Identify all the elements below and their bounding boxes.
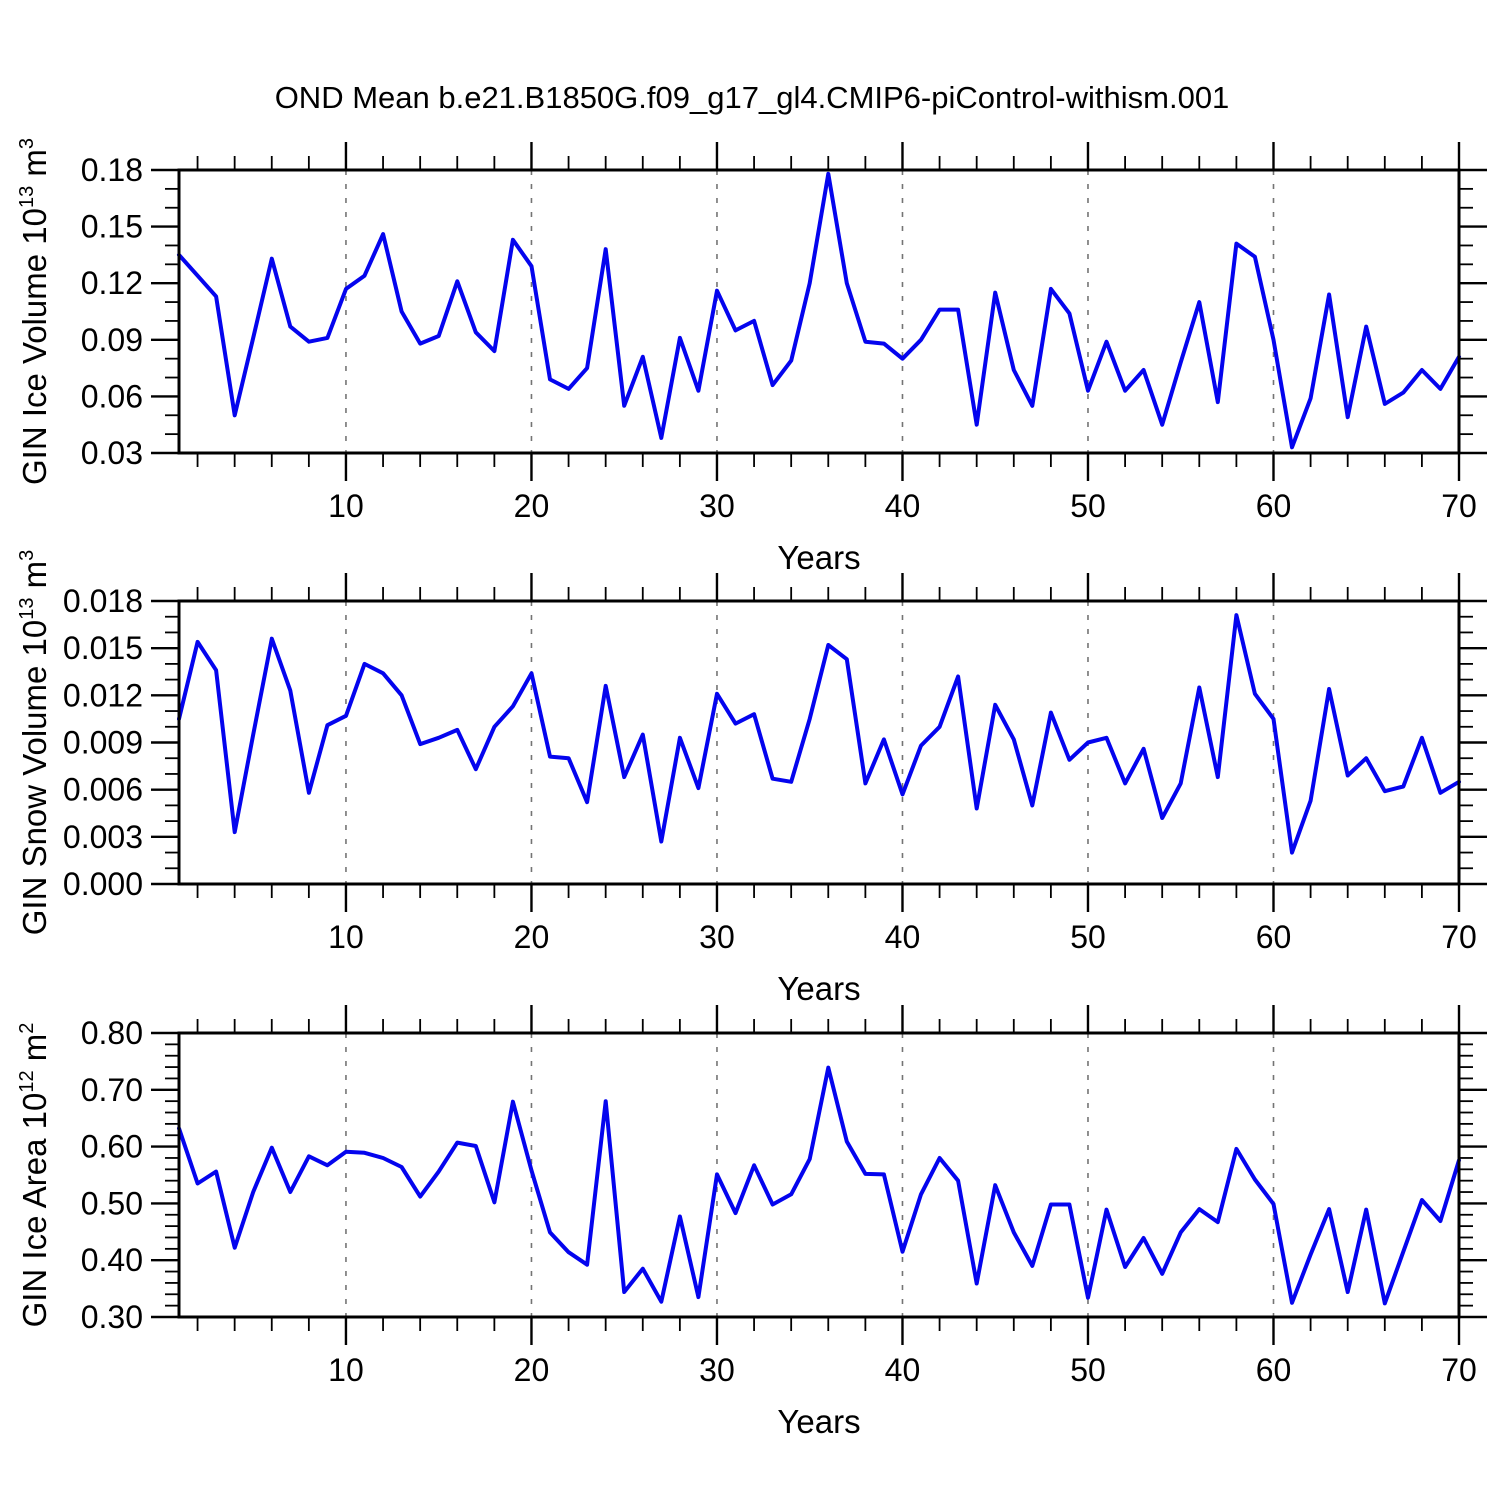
x-tick-label: 40 [885, 919, 921, 955]
x-tick-label: 10 [328, 919, 364, 955]
x-tick-label: 30 [699, 488, 735, 524]
x-tick-label: 30 [699, 1352, 735, 1388]
x-tick-label: 60 [1256, 1352, 1292, 1388]
x-tick-label: 10 [328, 1352, 364, 1388]
x-ticks [196, 573, 1461, 912]
y-tick-label: 0.15 [81, 209, 143, 245]
panel-gin-ice-area: 0.30 0.40 0.50 0.60 0.70 0.80 10 20 30 40 50 60 70 Ye… [16, 1005, 1487, 1440]
x-tick-label: 50 [1070, 488, 1106, 524]
x-tick-label: 50 [1070, 1352, 1106, 1388]
y-tick-label: 0.09 [81, 322, 143, 358]
x-ticks [196, 1005, 1461, 1345]
chart-title: OND Mean b.e21.B1850G.f09_g17_gl4.CMIP6-… [275, 80, 1230, 115]
plot-frame [177, 599, 1461, 886]
y-ticks [151, 168, 1487, 455]
y-tick-label: 0.06 [81, 378, 143, 414]
y-tick-label: 0.012 [63, 677, 143, 713]
x-tick-label: 20 [514, 919, 550, 955]
y-axis-title: GIN Ice Volume 1013 m3 [16, 138, 53, 485]
x-tick-label: 50 [1070, 919, 1106, 955]
y-tick-label: 0.50 [81, 1185, 143, 1221]
x-tick-label: 60 [1256, 488, 1292, 524]
y-axis-title: GIN Snow Volume 1013 m3 [16, 550, 53, 936]
plot-frame [177, 1031, 1461, 1319]
y-axis-title: GIN Ice Area 1012 m2 [16, 1023, 53, 1328]
y-tick-label: 0.80 [81, 1015, 143, 1051]
y-tick-label: 0.009 [63, 725, 143, 761]
x-tick-label: 40 [885, 1352, 921, 1388]
plot-frame [177, 168, 1461, 455]
data-line-gin-ice-area [177, 1065, 1461, 1306]
y-tick-label: 0.18 [81, 152, 143, 188]
x-axis-title: Years [777, 1403, 860, 1440]
x-tick-label: 10 [328, 488, 364, 524]
y-tick-label: 0.70 [81, 1072, 143, 1108]
y-tick-label: 0.015 [63, 630, 143, 666]
x-tick-label: 70 [1441, 488, 1477, 524]
y-tick-label: 0.003 [63, 819, 143, 855]
y-ticks [151, 599, 1487, 886]
panel-gin-ice-volume: 0.03 0.06 0.09 0.12 0.15 0.18 10 20 30 40 50 60 70 Ye… [16, 138, 1487, 576]
x-tick-label: 20 [514, 1352, 550, 1388]
x-tick-label: 60 [1256, 919, 1292, 955]
y-tick-label: 0.30 [81, 1299, 143, 1335]
y-tick-label: 0.000 [63, 866, 143, 902]
y-tick-label: 0.12 [81, 265, 143, 301]
panel-gin-snow-volume: 0.000 0.003 0.006 0.009 0.012 0.015 0.018 10 20 3… [16, 550, 1487, 1007]
y-tick-label: 0.018 [63, 583, 143, 619]
y-tick-label: 0.006 [63, 772, 143, 808]
x-tick-label: 20 [514, 488, 550, 524]
x-tick-label: 70 [1441, 1352, 1477, 1388]
x-tick-label: 40 [885, 488, 921, 524]
panels-group: 0.03 0.06 0.09 0.12 0.15 0.18 10 20 30 40 50 60 70 Ye… [16, 138, 1487, 1440]
data-line-gin-ice-volume [177, 171, 1461, 450]
x-tick-label: 70 [1441, 919, 1477, 955]
y-tick-label: 0.03 [81, 435, 143, 471]
data-line-gin-snow-volume [177, 613, 1461, 855]
x-tick-label: 30 [699, 919, 735, 955]
x-ticks [196, 142, 1461, 481]
x-axis-title: Years [777, 970, 860, 1007]
x-axis-title: Years [777, 539, 860, 576]
y-tick-label: 0.40 [81, 1242, 143, 1278]
y-ticks [151, 1031, 1487, 1319]
y-tick-label: 0.60 [81, 1129, 143, 1165]
